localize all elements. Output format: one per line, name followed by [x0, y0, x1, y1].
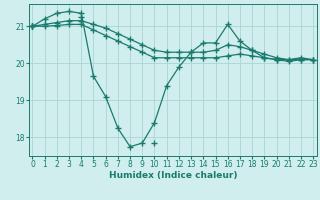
X-axis label: Humidex (Indice chaleur): Humidex (Indice chaleur): [108, 171, 237, 180]
